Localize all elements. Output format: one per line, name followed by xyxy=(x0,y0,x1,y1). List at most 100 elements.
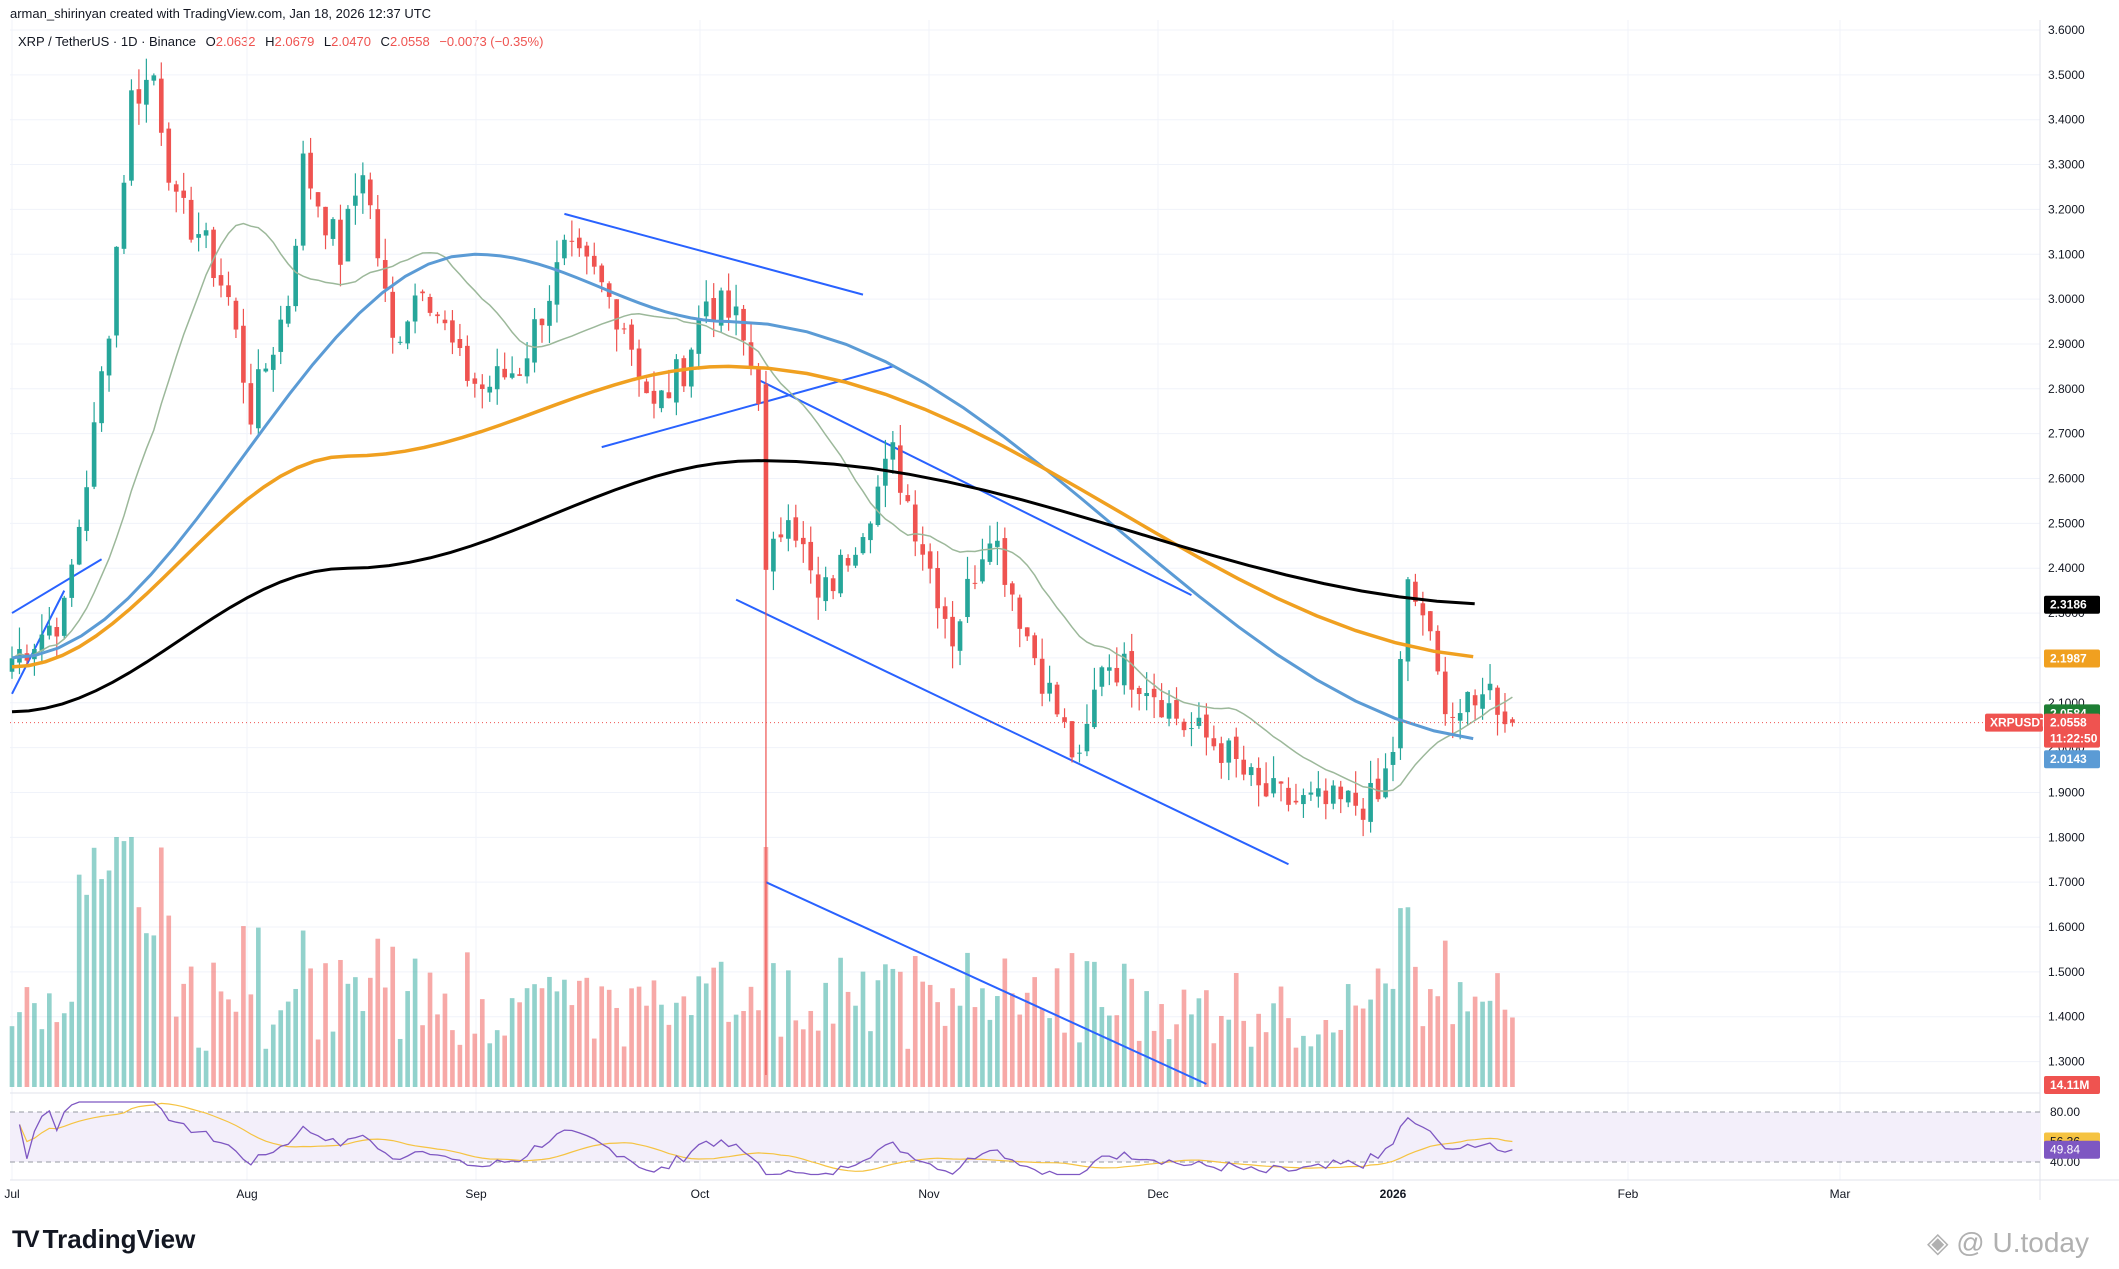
candle xyxy=(263,363,269,373)
candle xyxy=(808,526,814,584)
volume-bar xyxy=(196,1047,201,1087)
volume-bar xyxy=(1293,1047,1299,1087)
rsi-band xyxy=(10,1112,2040,1162)
volume-bar xyxy=(106,870,112,1087)
candle xyxy=(1316,771,1321,808)
volume-bar xyxy=(256,927,261,1087)
candle xyxy=(614,299,619,352)
volume-bar xyxy=(793,1020,799,1087)
candle xyxy=(9,646,15,679)
volume-bar xyxy=(203,1050,209,1087)
candle xyxy=(1428,610,1433,641)
volume-bar xyxy=(1495,973,1500,1087)
last-price-tag xyxy=(2044,713,2100,748)
volume-bar xyxy=(1286,1018,1291,1087)
volume-bar xyxy=(756,1010,761,1087)
volume-bar xyxy=(479,999,485,1087)
candle xyxy=(539,318,545,343)
volume-bar xyxy=(457,1044,463,1087)
candle xyxy=(1480,677,1485,720)
symbol-legend: XRP / TetherUS · 1D · Binance O2.0632 H2… xyxy=(18,34,543,49)
volume-bar xyxy=(1301,1035,1306,1087)
candle xyxy=(1360,798,1366,837)
candle xyxy=(196,212,201,252)
candle xyxy=(233,297,239,339)
candle xyxy=(300,140,306,251)
candle xyxy=(1256,757,1261,807)
volume-bar xyxy=(129,837,134,1087)
volume-bar xyxy=(614,1007,619,1087)
volume-bar xyxy=(1330,1032,1336,1087)
change-value: −0.0073 (−0.35%) xyxy=(439,34,544,49)
volume-bar xyxy=(218,991,224,1087)
volume-bar xyxy=(681,996,687,1087)
candle xyxy=(1077,744,1082,763)
volume-bar xyxy=(674,1002,679,1087)
volume-bar xyxy=(1077,1042,1082,1087)
volume-bar xyxy=(1233,973,1239,1087)
volume-bar xyxy=(1480,1001,1485,1087)
volume-bar xyxy=(1338,1029,1344,1087)
volume-bar xyxy=(1159,1004,1164,1087)
time-axis[interactable]: Jul Aug Sep Oct Nov Dec 2026 Feb Mar xyxy=(4,1187,1850,1201)
volume-bar xyxy=(584,977,590,1087)
volume-bar xyxy=(517,1002,522,1087)
volume-bar xyxy=(502,1035,507,1087)
volume-bar xyxy=(1047,1018,1052,1087)
volume-bar xyxy=(323,963,328,1087)
y-tick-label: 1.6000 xyxy=(2048,920,2085,934)
candle xyxy=(1024,627,1030,641)
candle xyxy=(1166,690,1172,727)
volume-bar xyxy=(987,1019,993,1087)
y-tick-label: 3.2000 xyxy=(2048,202,2085,216)
volume-bar xyxy=(554,991,560,1087)
volume-bar xyxy=(1413,966,1418,1087)
candle xyxy=(218,258,224,298)
ma-value-label: 2.3186 xyxy=(2050,598,2087,612)
tradingview-logo-icon: TV xyxy=(12,1225,40,1253)
candle xyxy=(636,339,642,397)
candle xyxy=(621,322,627,335)
close-label: C xyxy=(380,34,390,49)
candle xyxy=(935,551,940,629)
volume-bar xyxy=(1465,1011,1470,1087)
volume-bar xyxy=(188,966,194,1087)
candle xyxy=(1271,756,1276,798)
volume-bar xyxy=(853,1005,858,1087)
y-tick-label: 3.0000 xyxy=(2048,292,2085,306)
candle xyxy=(942,597,948,639)
candle xyxy=(1390,736,1396,782)
volume-bar xyxy=(173,1016,179,1087)
candle xyxy=(763,370,769,1076)
candle xyxy=(1054,681,1060,717)
volume-bar xyxy=(845,991,851,1087)
trendline-july-lower xyxy=(11,590,66,695)
volume-bar xyxy=(1211,1043,1217,1087)
volume-bar xyxy=(1435,996,1441,1087)
tradingview-brand[interactable]: TV TradingView xyxy=(12,1224,195,1255)
volume-bar xyxy=(166,915,172,1087)
volume-bar xyxy=(703,983,709,1087)
volume-bar xyxy=(890,968,896,1087)
symbol-title[interactable]: XRP / TetherUS · 1D · Binance xyxy=(18,34,196,49)
volume-bar xyxy=(1450,1024,1456,1087)
volume-bar xyxy=(860,971,866,1087)
candle xyxy=(435,311,440,324)
volume-bar xyxy=(898,971,903,1087)
watermark-text: U.today xyxy=(1992,1227,2090,1258)
candle xyxy=(32,643,37,676)
candle xyxy=(1413,573,1418,607)
trendline-channel-lower xyxy=(735,598,1289,866)
price-axis[interactable]: 3.6000 3.5000 3.4000 3.3000 3.2000 3.1000 3.00… xyxy=(2048,23,2085,1069)
volume-bar xyxy=(1114,1015,1120,1087)
candle xyxy=(875,475,881,527)
candle xyxy=(920,526,926,571)
volume-bar xyxy=(935,1002,940,1087)
symbol-name-label: XRPUSDT xyxy=(1990,716,2048,730)
volume-bar xyxy=(47,993,52,1087)
volume-bar xyxy=(815,1030,821,1087)
volume-bar xyxy=(1039,1008,1045,1087)
candle xyxy=(241,308,246,404)
volume-bar xyxy=(733,1014,739,1087)
